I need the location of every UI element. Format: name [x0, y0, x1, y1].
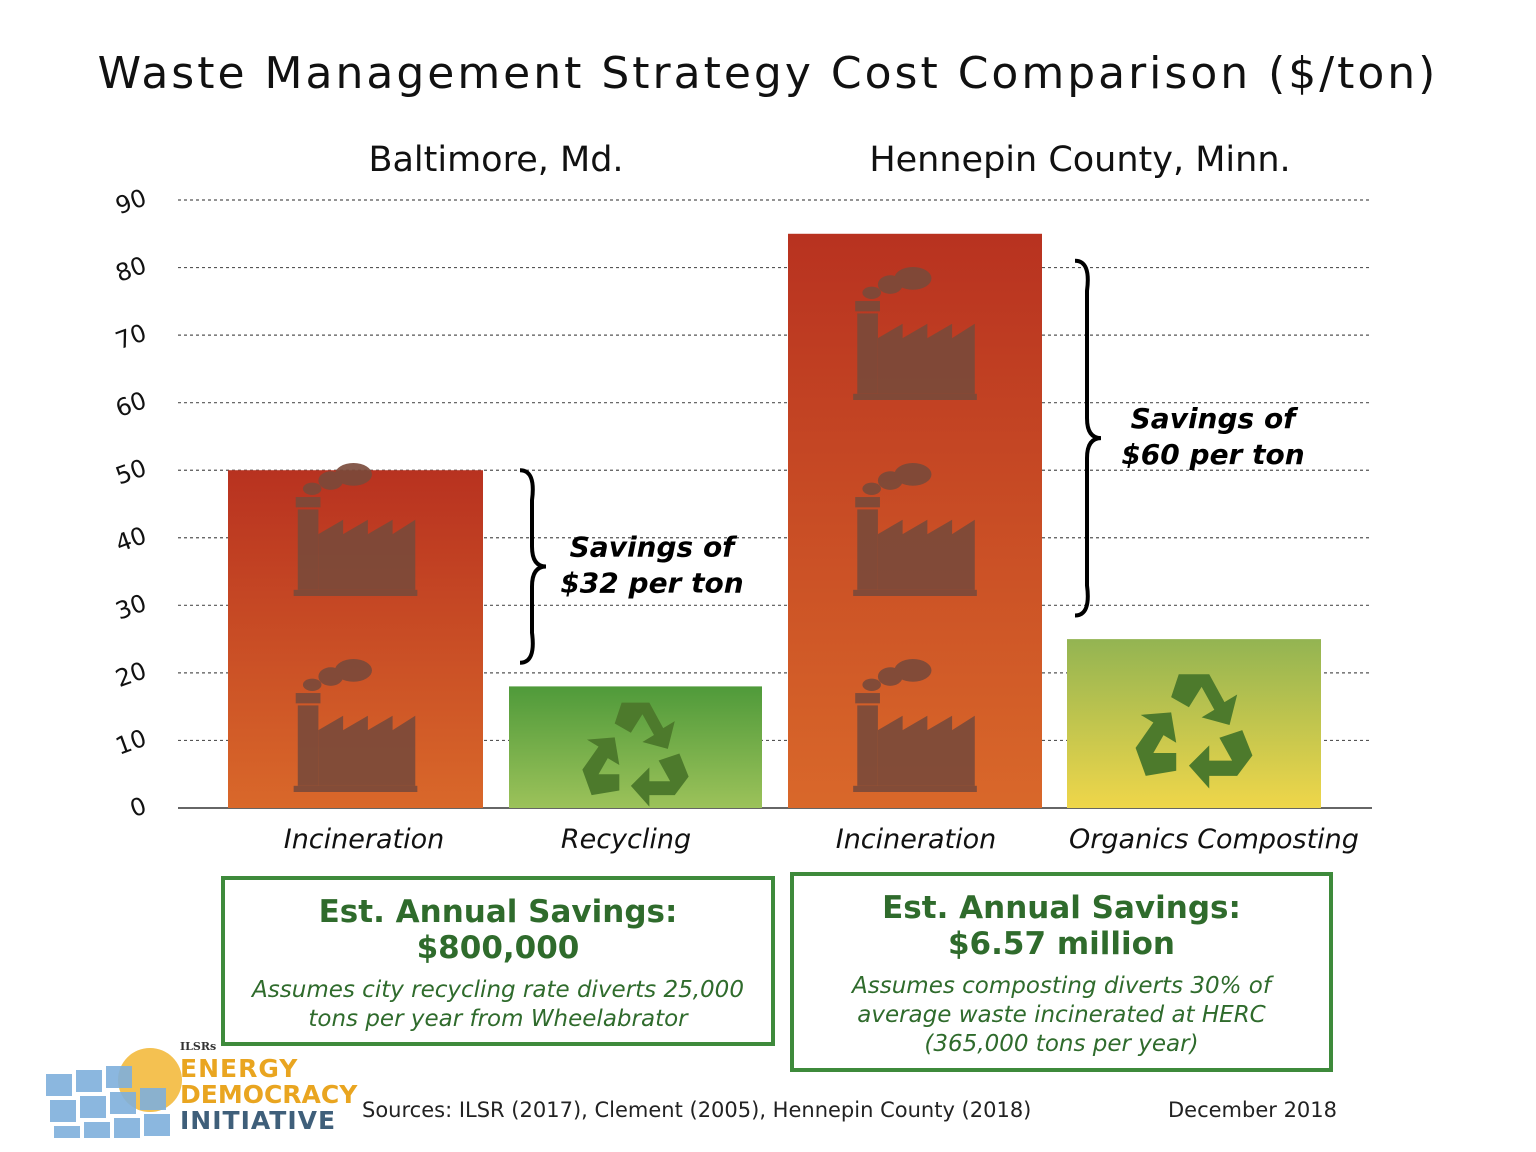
date-label: December 2018	[1168, 1098, 1338, 1122]
y-tick-label: 70	[112, 319, 150, 356]
chart-title: Waste Management Strategy Cost Compariso…	[97, 48, 1439, 99]
y-tick-label: 20	[112, 656, 150, 693]
bars	[228, 233, 1321, 808]
savings-note-line: (365,000 tons per year)	[924, 1031, 1199, 1057]
savings-label-line1: Savings of	[570, 530, 739, 563]
category-label: Incineration	[284, 824, 445, 855]
logo-org: ILSRs	[180, 1040, 217, 1053]
savings-brace	[519, 468, 547, 665]
savings-note: Assumes composting diverts 30% of averag…	[794, 972, 1329, 1059]
category-label: Recycling	[561, 824, 691, 855]
y-tick-label: 90	[112, 183, 150, 220]
y-tick-label: 40	[112, 521, 150, 558]
logo-line3: INITIATIVE	[180, 1106, 337, 1135]
savings-note: Assumes city recycling rate diverts 25,0…	[225, 976, 771, 1034]
savings-note-line: Assumes composting diverts 30% of	[852, 973, 1271, 999]
logo-graphic	[46, 1048, 182, 1138]
y-ticks: 0 10 20 30 40 50 60 70 80 90	[112, 183, 150, 823]
y-tick-label: 0	[126, 791, 150, 823]
savings-amount: $6.57 million	[947, 926, 1176, 962]
group-label-hennepin: Hennepin County, Minn.	[869, 140, 1291, 180]
savings-note-line: Assumes city recycling rate diverts 25,0…	[252, 977, 744, 1003]
bar-incineration	[788, 233, 1042, 808]
savings-heading: Est. Annual Savings:	[318, 894, 678, 930]
logo-line1: ENERGY	[180, 1054, 299, 1083]
logo-line2: DEMOCRACY	[180, 1080, 358, 1109]
category-label: Organics Composting	[1069, 824, 1359, 855]
y-tick-label: 80	[112, 251, 150, 288]
category-labels: Incineration Recycling Incineration Organic…	[284, 824, 1359, 855]
bar-organics-composting	[1067, 639, 1321, 808]
savings-label-line2: $32 per ton	[560, 566, 743, 599]
savings-note-line: average waste incinerated at HERC	[857, 1002, 1266, 1028]
savings-heading: Est. Annual Savings:	[882, 890, 1241, 926]
savings-note-line: tons per year from Wheelabrator	[308, 1006, 688, 1032]
logo: ILSRs ENERGY DEMOCRACY INITIATIVE	[40, 1040, 360, 1140]
sources-note: Sources: ILSR (2017), Clement (2005), He…	[362, 1098, 1032, 1122]
group-label-baltimore: Baltimore, Md.	[368, 140, 624, 180]
savings-brace	[1074, 258, 1102, 618]
savings-amount: $800,000	[416, 930, 580, 966]
y-tick-label: 30	[112, 589, 150, 626]
y-tick-label: 50	[112, 454, 150, 491]
savings-box-baltimore: Est. Annual Savings: $800,000 Assumes ci…	[221, 876, 775, 1046]
y-tick-label: 10	[112, 724, 150, 761]
savings-label-line1: Savings of	[1131, 402, 1300, 435]
savings-label-line2: $60 per ton	[1121, 438, 1304, 471]
category-label: Incineration	[836, 824, 997, 855]
savings-box-hennepin: Est. Annual Savings: $6.57 million Assum…	[790, 872, 1333, 1072]
y-tick-label: 60	[112, 386, 150, 423]
